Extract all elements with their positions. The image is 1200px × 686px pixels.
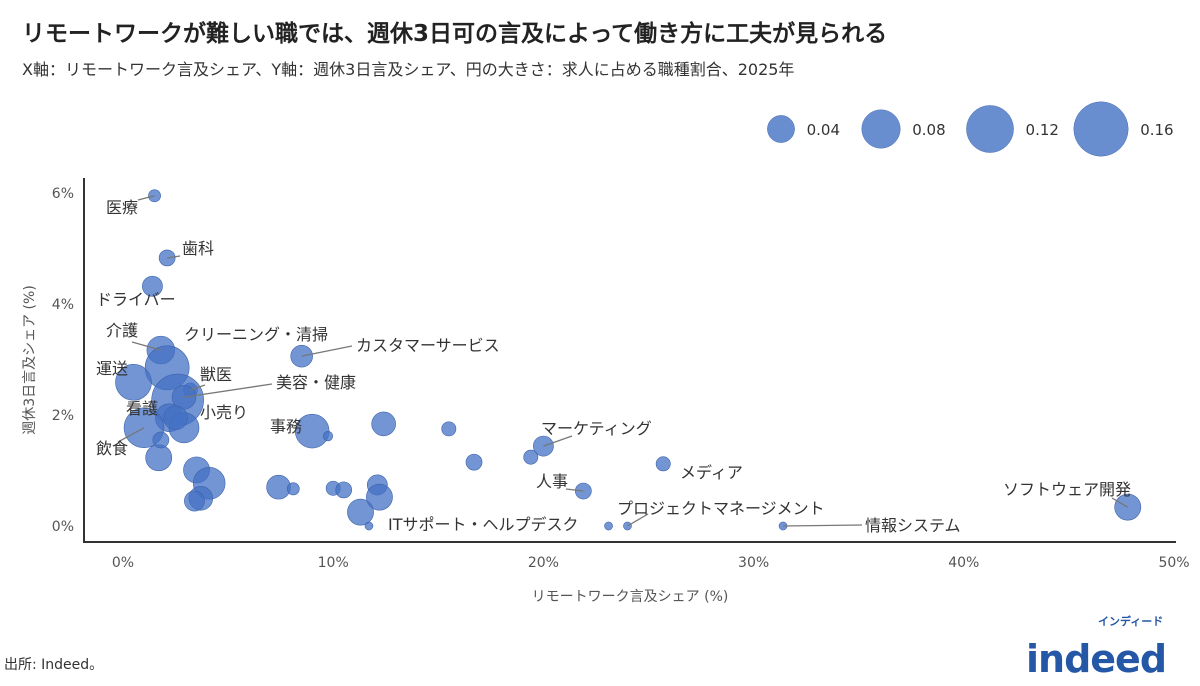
x-tick-label: 40% xyxy=(948,555,979,571)
leader-line xyxy=(131,341,162,351)
chart-title: リモートワークが難しい職では、週休3日可の言及によって働き方に工夫が見られる xyxy=(22,21,888,47)
legend-label: 0.16 xyxy=(1140,121,1173,139)
bubble-point xyxy=(163,405,188,431)
y-axis-label: 週休3日言及シェア (%) xyxy=(22,285,38,435)
y-tick-label: 4% xyxy=(52,297,74,313)
point-label: 飲食 xyxy=(96,439,128,458)
leader-line xyxy=(183,383,273,398)
legend-bubble xyxy=(861,109,901,149)
point-label: カスタマーサービス xyxy=(356,336,500,355)
x-tick-label: 50% xyxy=(1158,555,1189,571)
leader-line xyxy=(565,488,584,492)
point-label: 情報システム xyxy=(865,516,961,535)
bubble-point xyxy=(142,275,163,297)
bubble-point xyxy=(655,456,671,472)
logo-kana: インディード xyxy=(1098,614,1163,628)
point-label: ドライバー xyxy=(96,290,176,309)
bubble-point xyxy=(115,363,152,401)
legend-label: 0.12 xyxy=(1026,121,1059,139)
bubble-point xyxy=(371,411,396,437)
bubble-point xyxy=(441,421,457,437)
leader-line xyxy=(1111,497,1129,508)
point-label: 美容・健康 xyxy=(276,373,356,392)
source-note: 出所: Indeed。 xyxy=(4,657,104,673)
bubble-point xyxy=(184,490,205,512)
y-tick-label: 2% xyxy=(52,408,74,424)
bubble-point xyxy=(366,483,393,511)
bubble-point xyxy=(145,444,173,472)
bubble-point xyxy=(286,482,300,496)
x-axis-label: リモートワーク言及シェア (%) xyxy=(532,589,729,605)
bubble-point xyxy=(465,453,483,471)
point-label: メディア xyxy=(680,463,743,482)
point-label: 医療 xyxy=(106,198,138,217)
chart-subtitle: X軸：リモートワーク言及シェア、Y軸：週休3日言及シェア、円の大きさ：求人に占め… xyxy=(22,60,795,79)
x-tick-label: 10% xyxy=(318,555,349,571)
bubble-point xyxy=(335,481,353,499)
bubble-point xyxy=(152,431,170,449)
point-label: ソフトウェア開発 xyxy=(1003,480,1131,499)
leader-line xyxy=(627,513,649,527)
point-label: ITサポート・ヘルプデスク xyxy=(388,515,579,534)
x-tick-label: 20% xyxy=(528,555,559,571)
point-label: クリーニング・清掃 xyxy=(184,325,328,344)
legend-bubble xyxy=(966,105,1014,153)
bubble-point xyxy=(347,498,374,526)
point-label: 事務 xyxy=(270,417,302,436)
legend-bubble xyxy=(767,115,795,143)
legend-label: 0.04 xyxy=(807,121,840,139)
point-label: 小売り xyxy=(200,403,248,422)
bubble-point xyxy=(604,521,613,531)
point-label: 獣医 xyxy=(200,365,232,384)
leader-line xyxy=(190,384,206,391)
leader-line xyxy=(117,427,145,443)
leader-line xyxy=(783,524,863,527)
bubble-point xyxy=(322,430,334,442)
bubble-point xyxy=(523,449,539,465)
logo-text: indeed xyxy=(1026,637,1166,680)
legend-bubble xyxy=(1073,101,1129,157)
leader-line xyxy=(167,255,181,259)
leader-line xyxy=(543,435,573,447)
bubble-point xyxy=(294,413,330,449)
point-label: 運送 xyxy=(96,359,128,378)
point-label: 人事 xyxy=(536,472,568,491)
x-tick-label: 0% xyxy=(112,555,134,571)
point-label: プロジェクトマネージメント xyxy=(617,499,825,518)
point-label: 看護 xyxy=(126,399,158,418)
indeed-logo: インディード indeed xyxy=(1026,614,1186,684)
point-label: マーケティング xyxy=(541,419,652,438)
x-tick-label: 30% xyxy=(738,555,769,571)
legend-label: 0.08 xyxy=(912,121,945,139)
point-label: 介護 xyxy=(106,321,138,340)
y-tick-label: 0% xyxy=(52,519,74,535)
point-label: 歯科 xyxy=(182,239,214,258)
bubble-point xyxy=(266,474,291,500)
leader-line xyxy=(137,195,155,201)
y-tick-label: 6% xyxy=(52,186,74,202)
leader-line xyxy=(301,345,353,357)
